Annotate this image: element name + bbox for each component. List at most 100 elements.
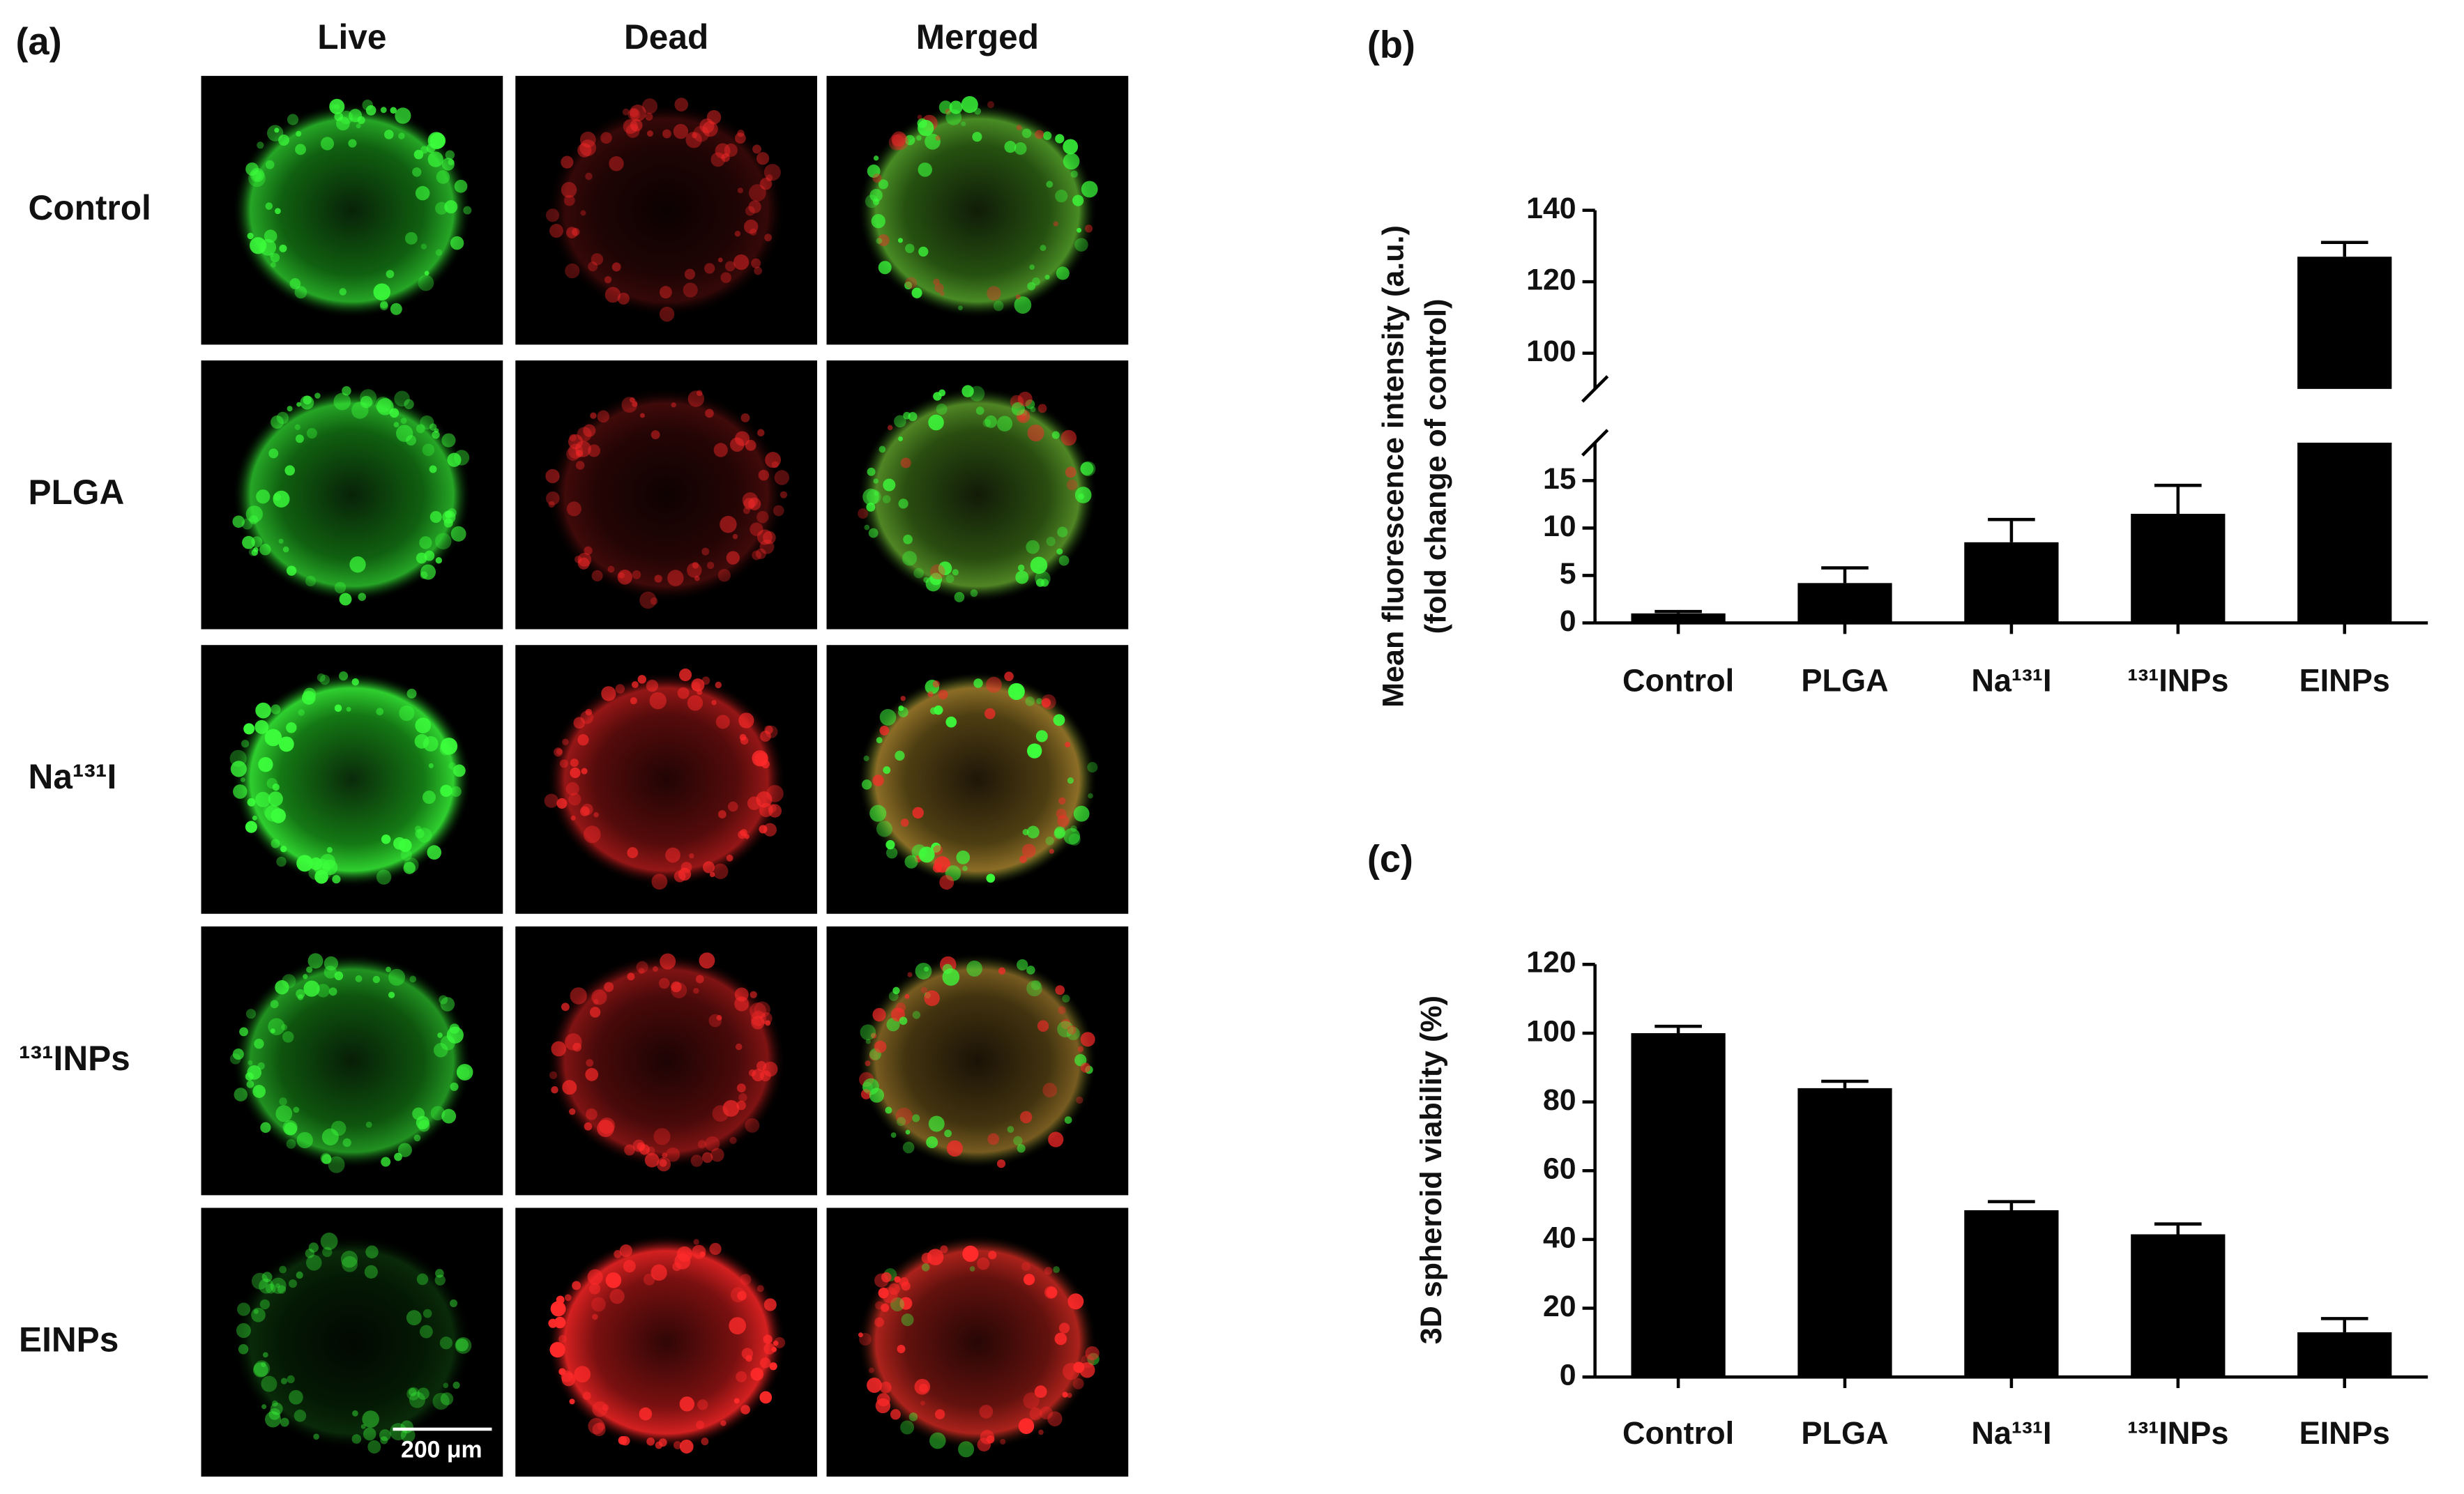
- cell: [1044, 1267, 1053, 1275]
- cell: [276, 411, 289, 425]
- cell: [665, 1148, 680, 1162]
- cell: [360, 1424, 366, 1429]
- cell: [883, 478, 896, 491]
- cell: [439, 742, 453, 756]
- cell: [241, 740, 250, 748]
- cell: [1014, 142, 1027, 155]
- cell: [649, 692, 667, 710]
- cell: [242, 535, 255, 549]
- cell: [901, 1313, 914, 1327]
- cell: [872, 1007, 886, 1022]
- cell: [320, 1233, 338, 1250]
- cell: [605, 1272, 622, 1288]
- cell: [632, 401, 638, 407]
- cell: [1030, 556, 1048, 574]
- cell: [940, 291, 945, 296]
- cell: [1073, 1362, 1085, 1373]
- spheroid: [547, 387, 786, 603]
- cell: [317, 673, 326, 682]
- cell: [903, 411, 911, 420]
- cell: [765, 1020, 771, 1026]
- cell: [1018, 1418, 1035, 1434]
- cell: [748, 1069, 756, 1077]
- y-axis-label: 3D spheroid viability (%): [1415, 996, 1448, 1344]
- cell: [933, 845, 943, 855]
- cell: [684, 268, 696, 280]
- cell: [745, 1355, 752, 1362]
- cell: [928, 1115, 945, 1132]
- cell: [433, 1042, 448, 1058]
- cell: [680, 862, 692, 874]
- cell: [702, 861, 715, 874]
- cell: [270, 1277, 287, 1294]
- cell: [584, 546, 593, 555]
- cell: [1081, 181, 1098, 198]
- cell: [394, 390, 410, 407]
- micrograph: [826, 75, 1129, 345]
- cell: [1026, 825, 1040, 839]
- cell: [569, 1398, 575, 1405]
- cell: [251, 1307, 266, 1323]
- cell: [580, 710, 594, 724]
- cell: [264, 729, 282, 747]
- cell: [367, 1440, 381, 1454]
- cell: [717, 810, 727, 818]
- cell: [589, 1007, 601, 1018]
- axis-break: [1581, 375, 1609, 403]
- cell: [270, 1402, 283, 1415]
- cell: [866, 502, 876, 512]
- cell: [1041, 694, 1056, 710]
- cell: [278, 134, 289, 146]
- cell: [544, 793, 558, 808]
- cell: [887, 425, 893, 431]
- cell: [1080, 462, 1094, 475]
- cell: [342, 1138, 351, 1148]
- cell: [748, 497, 761, 510]
- cell: [280, 1417, 289, 1427]
- cell: [275, 208, 281, 215]
- cell: [463, 206, 472, 215]
- cell: [754, 1001, 770, 1018]
- cell: [1042, 131, 1052, 140]
- cell: [905, 1129, 911, 1135]
- cell: [1058, 1323, 1070, 1334]
- cell: [609, 156, 624, 171]
- cell: [577, 552, 592, 567]
- cell: [251, 536, 263, 548]
- cell: [1085, 224, 1093, 233]
- cell: [988, 1251, 997, 1260]
- cell: [257, 142, 264, 149]
- cell: [277, 1285, 287, 1294]
- cell: [929, 572, 943, 586]
- cell: [858, 508, 868, 519]
- cell: [720, 515, 737, 533]
- cell: [756, 529, 773, 545]
- cell: [871, 214, 885, 229]
- cell: [1073, 805, 1090, 822]
- cell: [1058, 797, 1066, 805]
- cell: [763, 164, 781, 181]
- cell: [1048, 1131, 1064, 1148]
- cell: [659, 286, 672, 299]
- cell: [757, 429, 765, 437]
- cell: [1037, 404, 1047, 413]
- cell: [646, 130, 653, 137]
- cell: [759, 539, 775, 554]
- cell: [456, 1064, 473, 1081]
- cell: [1070, 170, 1078, 178]
- cell: [773, 505, 784, 517]
- cell: [742, 492, 759, 508]
- cell: [279, 1097, 287, 1106]
- cell: [406, 1310, 422, 1326]
- cell: [1019, 1111, 1033, 1124]
- cell: [862, 488, 879, 505]
- cell: [867, 467, 876, 476]
- cell: [443, 518, 453, 528]
- cell: [940, 1245, 948, 1253]
- cell: [918, 246, 929, 257]
- cell: [575, 461, 585, 470]
- cell: [863, 755, 869, 761]
- cell: [1013, 1136, 1023, 1145]
- cell: [639, 591, 657, 609]
- cell: [388, 991, 395, 998]
